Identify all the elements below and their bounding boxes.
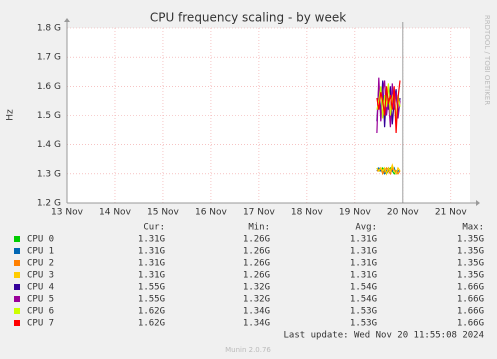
legend-header: Max: (462, 223, 484, 233)
legend-label: CPU 1 (27, 247, 54, 257)
legend-swatch (14, 260, 20, 266)
x-tick-label: 13 Nov (51, 208, 84, 218)
legend-label: CPU 4 (27, 283, 54, 293)
legend-header: Min: (248, 223, 270, 233)
legend-stat: 1.31G (138, 271, 165, 281)
legend-swatch (14, 272, 20, 278)
legend-stat: 1.26G (243, 247, 270, 257)
y-tick-label: 1.2 G (37, 199, 61, 209)
legend-stat: 1.54G (350, 295, 377, 305)
x-tick-label: 16 Nov (195, 208, 228, 218)
legend-swatch (14, 284, 20, 290)
legend-stat: 1.54G (350, 283, 377, 293)
legend-stat: 1.31G (350, 247, 377, 257)
axis-arrow (476, 200, 480, 206)
x-tick-label: 14 Nov (99, 208, 132, 218)
legend-stat: 1.66G (457, 295, 484, 305)
legend-stat: 1.31G (138, 247, 165, 257)
legend-label: CPU 7 (27, 319, 54, 329)
y-tick-label: 1.4 G (37, 140, 61, 150)
legend-stat: 1.34G (243, 319, 270, 329)
y-tick-label: 1.5 G (37, 111, 61, 121)
legend-stat: 1.31G (138, 235, 165, 245)
legend-swatch (14, 248, 20, 254)
legend-header: Avg: (355, 223, 377, 233)
legend-stat: 1.34G (243, 307, 270, 317)
axis-arrow (64, 18, 70, 22)
chart-title: CPU frequency scaling - by week (150, 11, 346, 25)
x-tick-label: 19 Nov (339, 208, 372, 218)
y-tick-label: 1.3 G (37, 169, 61, 179)
x-tick-label: 21 Nov (435, 208, 468, 218)
legend-stat: 1.32G (243, 295, 270, 305)
y-axis-label: Hz (6, 109, 16, 121)
legend-label: CPU 6 (27, 307, 54, 317)
last-update: Last update: Wed Nov 20 11:55:08 2024 (284, 331, 484, 341)
legend-stat: 1.55G (138, 295, 165, 305)
series-line (376, 163, 401, 176)
legend-label: CPU 5 (27, 295, 54, 305)
x-tick-label: 20 Nov (387, 208, 420, 218)
legend-stat: 1.35G (457, 247, 484, 257)
legend-stat: 1.66G (457, 319, 484, 329)
legend-stat: 1.66G (457, 307, 484, 317)
legend-stat: 1.31G (138, 259, 165, 269)
legend-swatch (14, 236, 20, 242)
legend-stat: 1.35G (457, 235, 484, 245)
legend-stat: 1.31G (350, 259, 377, 269)
x-tick-label: 17 Nov (243, 208, 276, 218)
legend-swatch (14, 320, 20, 326)
legend-swatch (14, 296, 20, 302)
legend-stat: 1.31G (350, 235, 377, 245)
series-line (376, 80, 401, 134)
series-line (376, 77, 401, 134)
legend-header: Cur: (143, 223, 165, 233)
y-tick-label: 1.7 G (37, 53, 61, 63)
legend-stat: 1.55G (138, 283, 165, 293)
x-tick-label: 18 Nov (291, 208, 324, 218)
legend-stat: 1.35G (457, 259, 484, 269)
legend-stat: 1.53G (350, 307, 377, 317)
legend-stat: 1.32G (243, 283, 270, 293)
y-tick-label: 1.8 G (37, 24, 61, 34)
legend-stat: 1.66G (457, 283, 484, 293)
legend-label: CPU 0 (27, 235, 54, 245)
legend-stat: 1.62G (138, 319, 165, 329)
legend-stat: 1.31G (350, 271, 377, 281)
legend-swatch (14, 308, 20, 314)
legend-stat: 1.62G (138, 307, 165, 317)
legend-stat: 1.26G (243, 271, 270, 281)
legend-stat: 1.35G (457, 271, 484, 281)
legend-stat: 1.26G (243, 235, 270, 245)
legend-label: CPU 3 (27, 271, 54, 281)
footer: Munin 2.0.76 (225, 346, 271, 354)
legend-stat: 1.53G (350, 319, 377, 329)
legend-label: CPU 2 (27, 259, 54, 269)
y-tick-label: 1.6 G (37, 82, 61, 92)
legend-stat: 1.26G (243, 259, 270, 269)
x-tick-label: 15 Nov (147, 208, 180, 218)
side-text: RRDTOOL / TOBI OETIKER (483, 15, 491, 105)
